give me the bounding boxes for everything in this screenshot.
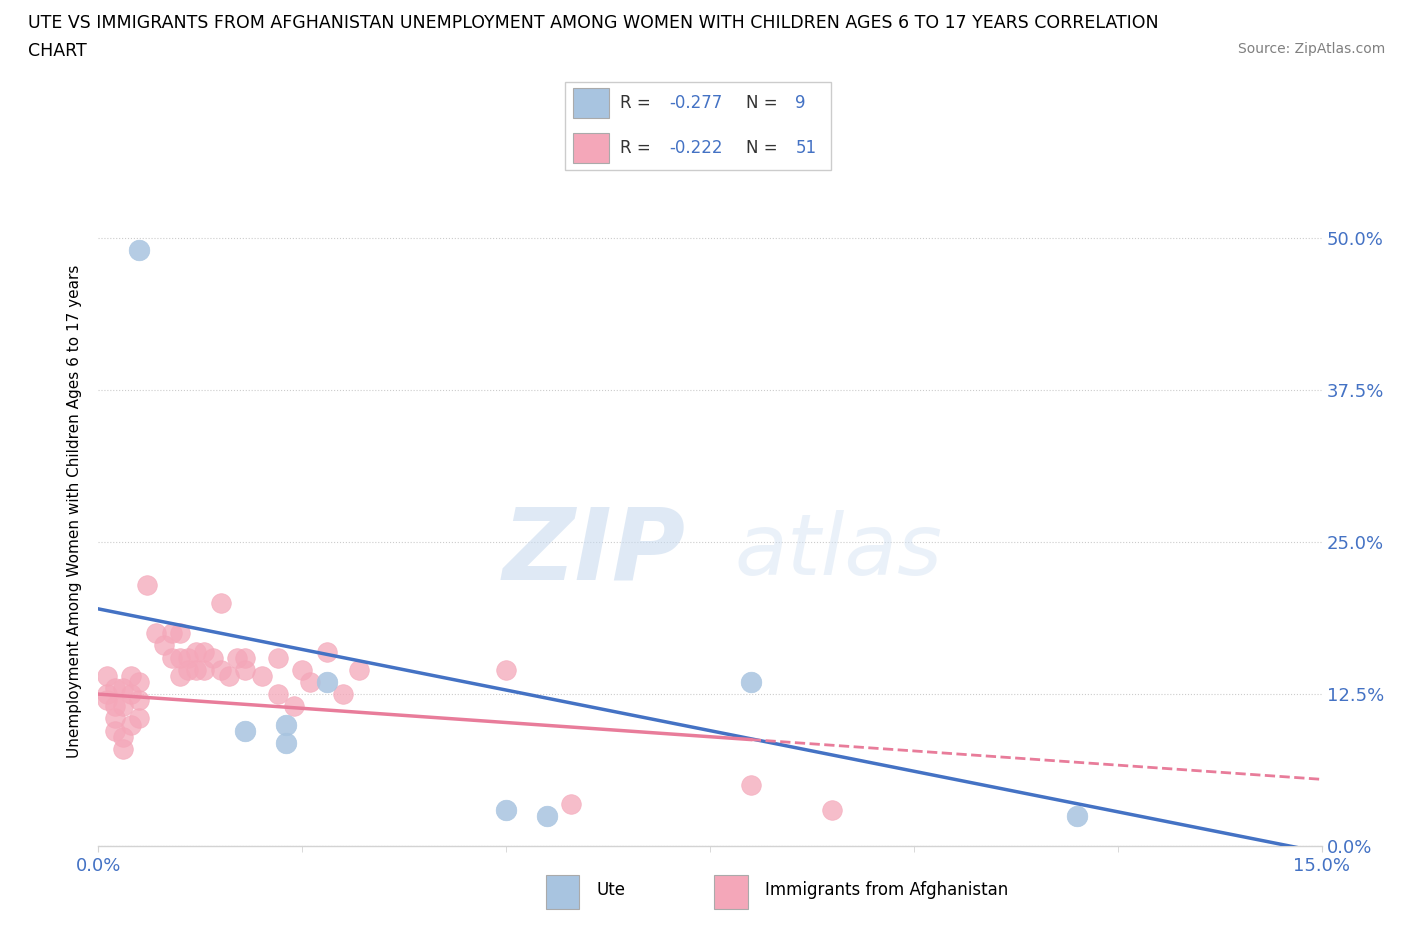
- Text: N =: N =: [747, 139, 783, 157]
- Point: [299, 674, 322, 689]
- Point: [186, 662, 208, 677]
- Text: Ute: Ute: [596, 882, 626, 899]
- Text: -0.222: -0.222: [669, 139, 723, 157]
- Point: [96, 686, 118, 701]
- Point: [226, 650, 249, 665]
- Point: [193, 644, 215, 659]
- Point: [315, 674, 337, 689]
- Text: atlas: atlas: [734, 511, 942, 593]
- Point: [177, 662, 200, 677]
- Point: [495, 662, 517, 677]
- Point: [740, 674, 762, 689]
- FancyBboxPatch shape: [714, 875, 748, 909]
- Point: [96, 669, 118, 684]
- Text: -0.277: -0.277: [669, 94, 723, 113]
- Point: [111, 741, 134, 756]
- Point: [283, 698, 305, 713]
- Point: [96, 693, 118, 708]
- Point: [120, 669, 142, 684]
- Point: [120, 717, 142, 732]
- Point: [128, 243, 150, 258]
- Point: [177, 650, 200, 665]
- Point: [274, 717, 297, 732]
- Point: [209, 595, 232, 610]
- Point: [315, 644, 337, 659]
- Point: [495, 803, 517, 817]
- Point: [136, 578, 159, 592]
- Text: ZIP: ZIP: [502, 503, 686, 600]
- Point: [169, 650, 191, 665]
- Point: [740, 778, 762, 793]
- Text: R =: R =: [620, 139, 657, 157]
- Text: Immigrants from Afghanistan: Immigrants from Afghanistan: [765, 882, 1008, 899]
- Point: [250, 669, 273, 684]
- Point: [349, 662, 371, 677]
- FancyBboxPatch shape: [565, 82, 831, 170]
- Point: [233, 650, 256, 665]
- Text: 51: 51: [796, 139, 817, 157]
- Point: [160, 626, 183, 641]
- Point: [267, 686, 290, 701]
- FancyBboxPatch shape: [546, 875, 579, 909]
- Point: [536, 808, 558, 823]
- Text: UTE VS IMMIGRANTS FROM AFGHANISTAN UNEMPLOYMENT AMONG WOMEN WITH CHILDREN AGES 6: UTE VS IMMIGRANTS FROM AFGHANISTAN UNEMP…: [28, 14, 1159, 32]
- Point: [233, 724, 256, 738]
- Point: [193, 662, 215, 677]
- Point: [274, 736, 297, 751]
- Point: [128, 674, 150, 689]
- Point: [111, 698, 134, 713]
- FancyBboxPatch shape: [574, 88, 609, 118]
- Point: [233, 662, 256, 677]
- Text: N =: N =: [747, 94, 783, 113]
- Point: [332, 686, 354, 701]
- Text: 9: 9: [796, 94, 806, 113]
- Point: [152, 638, 174, 653]
- Point: [169, 669, 191, 684]
- Point: [218, 669, 240, 684]
- Point: [128, 711, 150, 726]
- Point: [560, 796, 582, 811]
- Y-axis label: Unemployment Among Women with Children Ages 6 to 17 years: Unemployment Among Women with Children A…: [67, 265, 83, 758]
- Text: Source: ZipAtlas.com: Source: ZipAtlas.com: [1237, 42, 1385, 56]
- Point: [201, 650, 224, 665]
- FancyBboxPatch shape: [574, 133, 609, 163]
- Point: [145, 626, 167, 641]
- Point: [169, 626, 191, 641]
- Point: [111, 729, 134, 744]
- Point: [104, 681, 127, 696]
- Point: [104, 698, 127, 713]
- Point: [1066, 808, 1088, 823]
- Point: [104, 711, 127, 726]
- Text: CHART: CHART: [28, 42, 87, 60]
- Point: [128, 693, 150, 708]
- Point: [209, 662, 232, 677]
- Point: [111, 681, 134, 696]
- Point: [821, 803, 844, 817]
- Point: [160, 650, 183, 665]
- Point: [291, 662, 314, 677]
- Point: [267, 650, 290, 665]
- Point: [120, 686, 142, 701]
- Point: [186, 644, 208, 659]
- Point: [104, 724, 127, 738]
- Text: R =: R =: [620, 94, 657, 113]
